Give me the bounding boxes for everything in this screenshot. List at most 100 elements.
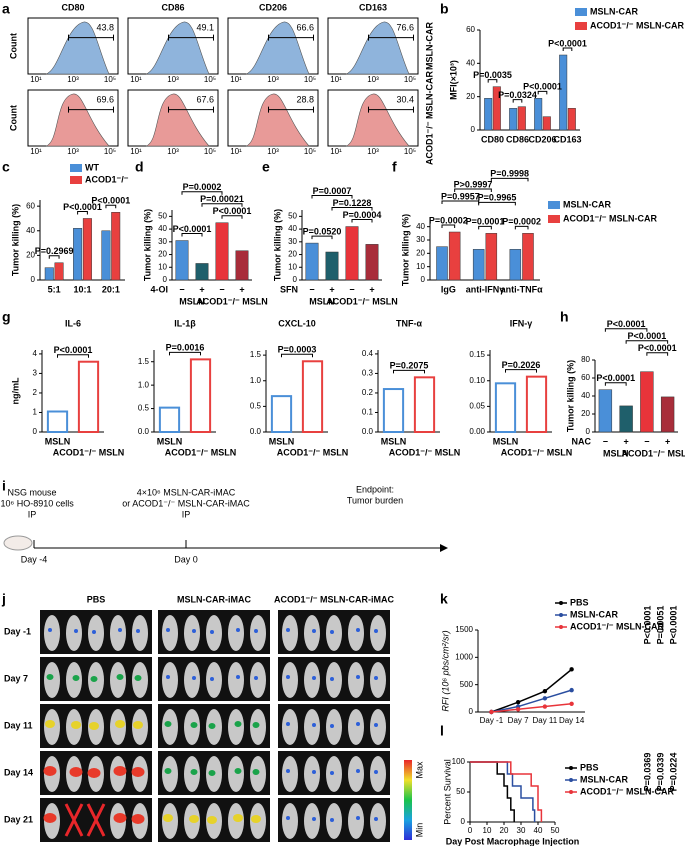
bar [235, 250, 249, 281]
mouse [348, 615, 364, 651]
p-value: P=0.0339 [655, 753, 665, 792]
y-tick-label: 20 [416, 248, 425, 257]
p-value: P<0.0001 [213, 206, 252, 216]
p-value: P=0.0035 [473, 70, 512, 80]
legend-label: PBS [580, 762, 599, 772]
p-value: P=0.2026 [502, 360, 541, 370]
signal [207, 816, 217, 824]
timeline-day: Day -4 [21, 554, 48, 564]
signal [89, 722, 99, 730]
y-tick-label: 100 [452, 757, 466, 766]
mouse [282, 709, 298, 745]
x-tick-label: 10⁵ [304, 147, 316, 156]
treatment-label: 4-OI [150, 284, 168, 294]
y-tick-label: 0.4 [362, 349, 374, 358]
row-label: ACOD1⁻/⁻ MSLN-CAR [424, 71, 434, 165]
chart-title: IL-1β [174, 318, 196, 328]
bar [542, 116, 551, 131]
y-axis-label: MFI(×10³) [448, 60, 458, 100]
legend-marker [559, 601, 563, 605]
gate-percent: 49.1 [196, 22, 214, 32]
y-tick-label: 0.00 [469, 427, 485, 436]
bar [77, 360, 100, 434]
x-tick-label: + [199, 284, 204, 294]
group-label: ACOD1⁻/⁻ MSLN [196, 296, 268, 306]
signal [356, 628, 360, 632]
chart-title: CXCL-10 [278, 318, 316, 328]
panel-label: f [392, 159, 397, 175]
timeline-text: or ACOD1⁻/⁻ MSLN-CAR-iMAC [122, 498, 250, 508]
signal [43, 813, 57, 823]
signal [116, 674, 124, 680]
panel-label: k [440, 591, 448, 607]
legend-label: MSLN-CAR [590, 6, 638, 16]
mouse [184, 662, 200, 698]
signal [208, 770, 216, 776]
x-tick-label: Day -1 [480, 716, 504, 725]
day-label: Day 14 [4, 767, 33, 777]
p-value: P<0.0001 [523, 82, 562, 92]
signal [330, 630, 334, 634]
day-label: Day 11 [4, 720, 33, 730]
y-tick-label: 10 [416, 262, 425, 271]
x-tick-label: IgG [441, 284, 456, 294]
mouse [304, 662, 320, 698]
x-tick-label: ACOD1⁻/⁻ MSLN [501, 447, 573, 457]
panel-label: g [2, 309, 11, 325]
mouse [348, 803, 364, 839]
y-tick-label: 4 [33, 349, 38, 358]
timeline-text: Endpoint: [356, 484, 394, 494]
x-tick-label: Day 14 [559, 716, 585, 725]
mouse [282, 662, 298, 698]
y-tick-label: 0 [33, 427, 38, 436]
legend-label: MSLN-CAR [580, 774, 628, 784]
mouse [282, 615, 298, 651]
y-tick-label: 10 [288, 262, 297, 271]
y-tick-label: 60 [26, 201, 35, 210]
bar [509, 249, 522, 281]
signal [72, 675, 80, 681]
x-tick-label: MSLN [381, 436, 407, 446]
y-tick-label: 0 [163, 275, 168, 284]
legend-label: ACOD1⁻/⁻ [85, 174, 129, 184]
bar [325, 251, 339, 281]
x-tick-label: 10⁵ [404, 75, 416, 84]
p-value: P<0.0001 [642, 606, 652, 645]
significance-bracket [478, 225, 492, 230]
y-axis-label: Tumor killing (%) [400, 214, 410, 286]
x-tick-label: 10³ [67, 75, 79, 84]
panel-label: d [135, 159, 144, 175]
x-tick-label: − [349, 284, 354, 294]
significance-bracket [181, 233, 203, 237]
p-value: P<0.0001 [668, 606, 678, 645]
legend-label: ACOD1⁻/⁻ MSLN-CAR [563, 213, 657, 223]
p-value: P>0.9997 [454, 179, 493, 189]
colorbar-label: Max [414, 761, 424, 779]
signal [374, 770, 378, 774]
p-value: P=0.2075 [390, 361, 429, 371]
significance-bracket [537, 90, 548, 95]
x-tick-label: 10¹ [330, 147, 342, 156]
group-label: MSLN [309, 296, 335, 306]
histogram [45, 21, 110, 75]
y-tick-label: 1.0 [138, 380, 150, 389]
significance-bracket [77, 210, 88, 215]
bar [111, 212, 121, 281]
bar [525, 375, 548, 433]
significance-bracket [604, 382, 627, 386]
y-tick-label: 3 [33, 369, 38, 378]
x-tick-label: Day 11 [532, 716, 557, 725]
signal [330, 818, 334, 822]
signal [164, 721, 172, 727]
significance-bracket [514, 225, 529, 230]
bar [640, 371, 654, 433]
bar [567, 108, 576, 131]
bar [534, 98, 543, 131]
mouse [110, 662, 126, 698]
bar [46, 410, 69, 433]
chart-title: IL-6 [65, 318, 81, 328]
timeline-text: 4×10⁶ MSLN-CAR-iMAC [137, 487, 236, 497]
signal [252, 722, 260, 728]
y-tick-label: 0.05 [469, 401, 485, 410]
signal [208, 723, 216, 729]
